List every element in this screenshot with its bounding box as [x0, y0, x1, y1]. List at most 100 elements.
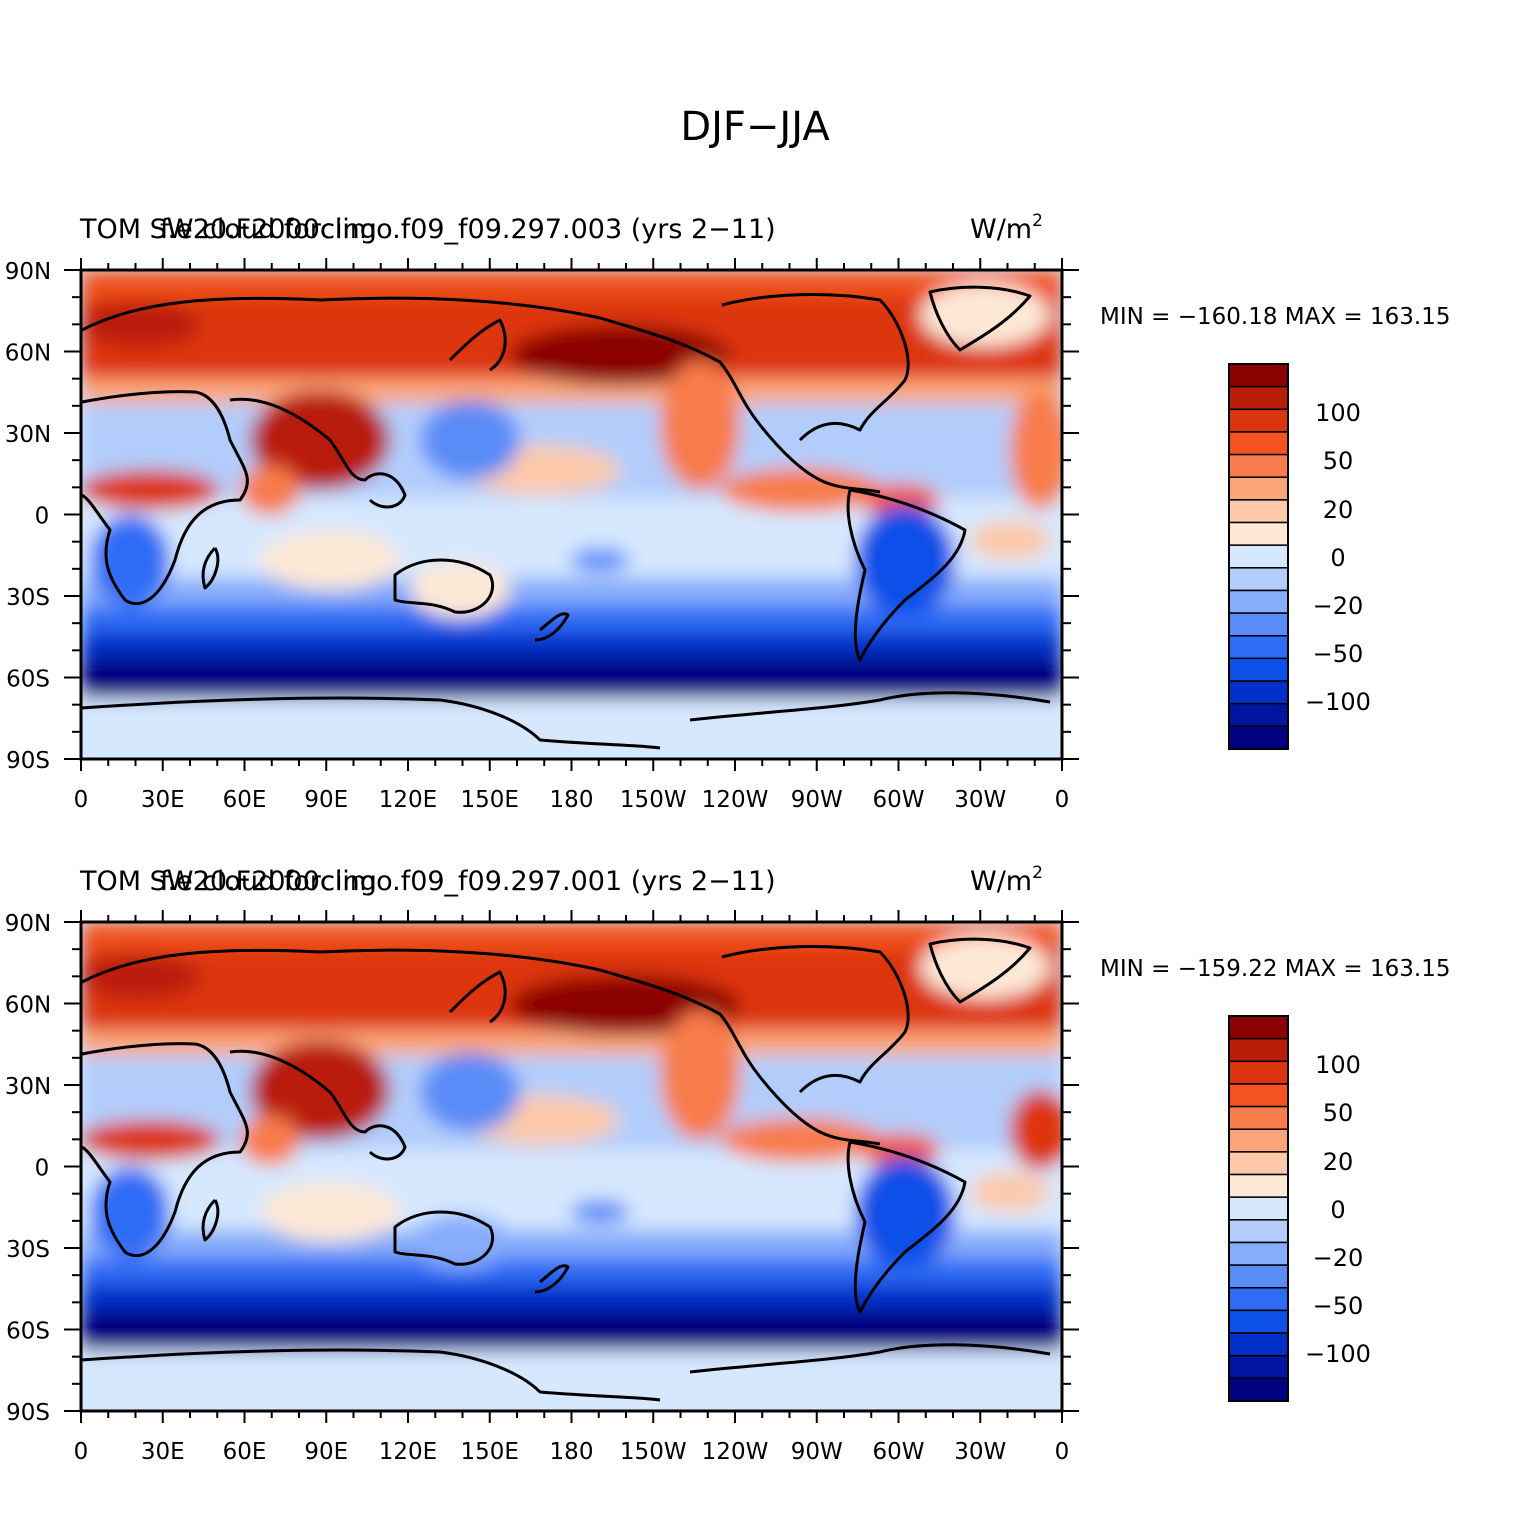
colorbar-box	[1228, 408, 1289, 433]
panel-2-colorbar: 100 50 20 0 −20 −50 −100	[1228, 1015, 1371, 1402]
colorbar-box	[1228, 1060, 1289, 1085]
colorbar-box	[1228, 1128, 1289, 1153]
colorbar-label: 20	[1323, 496, 1354, 524]
panel-2-map-field	[81, 922, 1062, 1411]
x-tick-label: 30W	[954, 787, 1006, 813]
x-tick-label: 0	[74, 787, 89, 813]
panel-1-units: W/m2	[970, 211, 1043, 245]
y-tick-label: 90N	[5, 911, 51, 937]
panel-1-coastlines	[80, 285, 1051, 750]
colorbar-box	[1228, 1354, 1289, 1380]
panel-1-colorbar-labels: 100 50 20 0 −20 −50 −100	[1305, 399, 1371, 716]
colorbar-box	[1228, 1332, 1289, 1357]
y-tick-label: 60S	[6, 1319, 50, 1345]
panel-2-coastlines	[80, 937, 1051, 1402]
x-tick-label: 60E	[223, 1439, 267, 1465]
y-tick-label: 60S	[6, 667, 50, 693]
x-tick-label: 30E	[141, 1439, 185, 1465]
panel-2-colorbar-boxes	[1228, 1015, 1289, 1402]
panel-2-min-max: MIN = −159.22 MAX = 163.15	[1100, 956, 1451, 982]
colorbar-label: −20	[1313, 592, 1364, 620]
x-tick-label: 150W	[620, 787, 687, 813]
x-tick-label: 90E	[304, 1439, 348, 1465]
colorbar-label: −100	[1305, 688, 1371, 716]
panel-1-title-under: TOM SW cloud forcing	[79, 214, 377, 245]
colorbar-box	[1228, 1037, 1289, 1063]
x-tick-label: 120E	[379, 1439, 437, 1465]
colorbar-box	[1228, 589, 1289, 614]
colorbar-frame	[1228, 1015, 1289, 1402]
x-tick-label: 0	[74, 1439, 89, 1465]
x-tick-label: 90E	[304, 787, 348, 813]
panel-1-axes: 0 30E 60E 90E 120E 150E 180 150W 120W 90W 60W 30W 09…	[5, 258, 1079, 813]
colorbar-box	[1228, 1309, 1289, 1334]
colorbar-box	[1228, 1105, 1289, 1130]
x-tick-label: 120W	[702, 787, 769, 813]
colorbar-label: 100	[1315, 1051, 1361, 1079]
colorbar-label: −50	[1313, 1292, 1364, 1320]
x-tick-label: 150E	[461, 787, 519, 813]
colorbar-box	[1228, 725, 1289, 750]
colorbar-box	[1228, 499, 1289, 524]
y-tick-label: 0	[35, 1156, 50, 1182]
panel-2-title-under: TOM SW cloud forcing	[79, 866, 377, 897]
x-tick-label: 0	[1055, 787, 1070, 813]
colorbar-box	[1228, 476, 1289, 501]
colorbar-box	[1228, 1264, 1289, 1289]
colorbar-box	[1228, 1287, 1289, 1312]
colorbar-box	[1228, 657, 1289, 682]
y-tick-label: 0	[35, 504, 50, 530]
y-tick-label: 60N	[5, 993, 51, 1019]
colorbar-label: 100	[1315, 399, 1361, 427]
panel-2-units: W/m2	[970, 863, 1043, 897]
colorbar-label: 0	[1330, 544, 1345, 572]
y-tick-label: 60N	[5, 341, 51, 367]
y-tick-label: 30N	[5, 1074, 51, 1100]
colorbar-box	[1228, 431, 1289, 456]
colorbar-box	[1228, 1219, 1289, 1244]
map-panel-2: TOM SW cloud forcing f.e20.F2000climo.f0…	[5, 863, 1451, 1465]
colorbar-box	[1228, 1377, 1289, 1402]
colorbar-label: −100	[1305, 1340, 1371, 1368]
x-tick-label: 90W	[791, 1439, 843, 1465]
colorbar-box	[1228, 521, 1289, 546]
colorbar-box	[1228, 1151, 1289, 1176]
y-tick-label: 90S	[6, 748, 50, 774]
x-tick-label: 120W	[702, 1439, 769, 1465]
colorbar-box	[1228, 363, 1289, 388]
panel-1-map-field	[81, 270, 1062, 759]
panel-1-title-over: f.e20.F2000climo.f09_f09.297.003 (yrs 2−…	[160, 214, 776, 245]
x-tick-label: 150E	[461, 1439, 519, 1465]
x-tick-label: 150W	[620, 1439, 687, 1465]
x-tick-label: 120E	[379, 787, 437, 813]
colorbar-box	[1228, 1241, 1289, 1266]
x-tick-label: 180	[550, 787, 594, 813]
colorbar-label: 0	[1330, 1196, 1345, 1224]
colorbar-box	[1228, 635, 1289, 660]
colorbar-box	[1228, 680, 1289, 705]
panel-1-min-max: MIN = −160.18 MAX = 163.15	[1100, 304, 1451, 330]
map-panel-1: TOM SW cloud forcing f.e20.F2000climo.f0…	[5, 211, 1451, 813]
x-tick-label: 30W	[954, 1439, 1006, 1465]
x-tick-label: 30E	[141, 787, 185, 813]
panel-1-colorbar-boxes	[1228, 363, 1289, 750]
y-tick-label: 90S	[6, 1400, 50, 1426]
panel-2-axes: 0 30E 60E 90E 120E 150E 180 150W 120W 90W 60W 30W 09…	[5, 910, 1079, 1465]
y-tick-label: 30S	[6, 585, 50, 611]
x-tick-label: 0	[1055, 1439, 1070, 1465]
x-tick-label: 60W	[872, 1439, 924, 1465]
colorbar-box	[1228, 544, 1289, 569]
colorbar-label: −20	[1313, 1244, 1364, 1272]
colorbar-box	[1228, 1196, 1289, 1221]
x-tick-label: 60E	[223, 787, 267, 813]
colorbar-label: −50	[1313, 640, 1364, 668]
colorbar-box	[1228, 1083, 1289, 1108]
y-tick-label: 30S	[6, 1237, 50, 1263]
colorbar-box	[1228, 385, 1289, 411]
x-tick-label: 60W	[872, 787, 924, 813]
x-tick-label: 180	[550, 1439, 594, 1465]
y-tick-label: 90N	[5, 259, 51, 285]
colorbar-box	[1228, 1173, 1289, 1198]
